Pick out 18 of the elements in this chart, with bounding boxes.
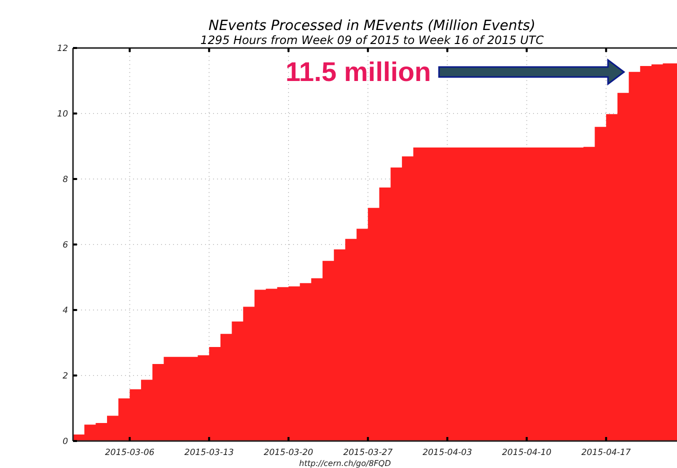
x-tick-label: 2015-03-20	[264, 448, 314, 458]
y-tick-label: 2	[62, 372, 68, 382]
annotation: 11.5 million	[285, 57, 431, 87]
y-tick-label: 4	[62, 306, 68, 316]
y-tick-label: 8	[62, 175, 69, 185]
x-tick-label: 2015-03-13	[184, 448, 234, 458]
x-tick-label: 2015-04-17	[581, 448, 632, 458]
text: http://cern.ch/go/8FQD	[299, 459, 391, 468]
x-tick-label: 2015-03-06	[105, 448, 155, 458]
x-tick-label: 2015-04-10	[502, 448, 552, 458]
y-tick-label: 0	[62, 437, 68, 447]
x-tick-label: 2015-04-03	[422, 448, 472, 458]
x-tick-label: 2015-03-27	[343, 448, 394, 458]
chart-subtitle: 1295 Hours from Week 09 of 2015 to Week 16 of 2015 UTC	[200, 33, 544, 47]
y-tick-label: 10	[57, 110, 68, 120]
y-tick-label: 6	[62, 240, 69, 250]
chart-title: NEvents Processed in MEvents (Million Events)	[208, 18, 536, 34]
y-tick-label: 12	[57, 44, 68, 54]
